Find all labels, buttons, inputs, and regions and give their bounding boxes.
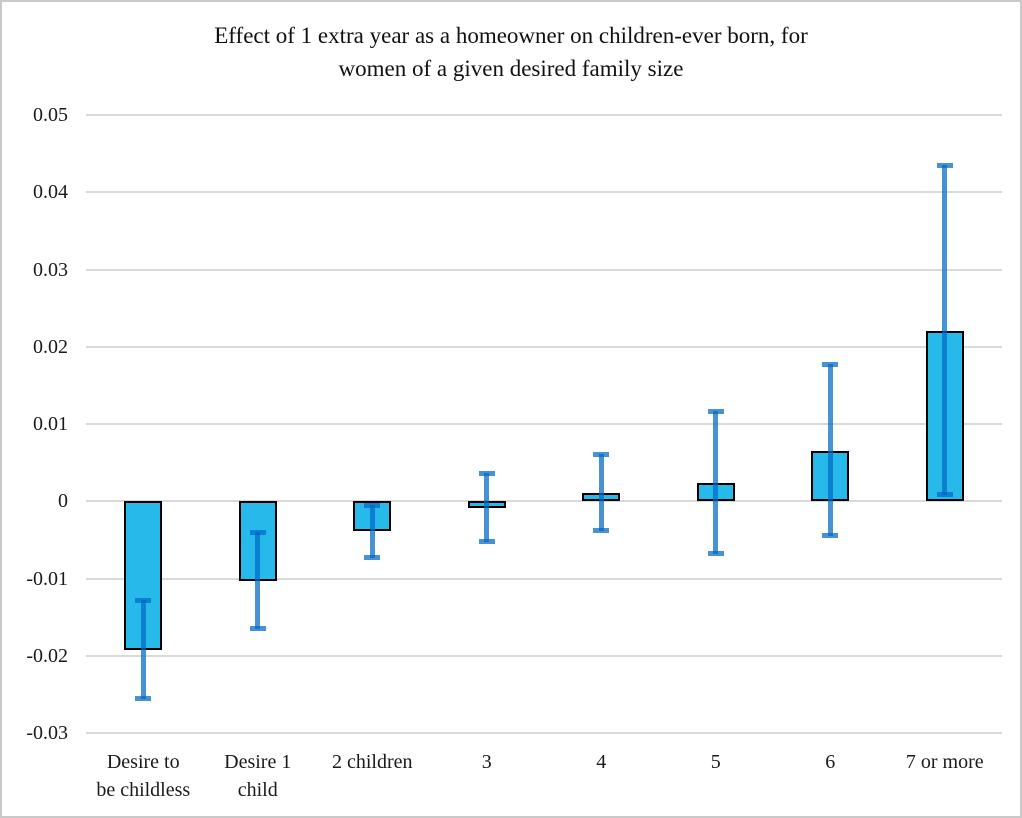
y-tick-label: -0.02 — [26, 644, 68, 667]
error-bar-bottom-cap — [822, 533, 839, 538]
x-axis-label: Desire 1 child — [224, 751, 292, 801]
error-bar — [942, 165, 948, 496]
error-bar-top-cap — [478, 470, 495, 476]
error-bar-top-cap — [135, 598, 152, 604]
x-axis-label: 6 — [825, 751, 836, 773]
gridline — [86, 191, 1002, 194]
chart-title: Effect of 1 extra year as a homeowner on… — [2, 19, 1020, 85]
error-bar-bottom-cap — [707, 550, 724, 556]
gridline — [86, 268, 1002, 271]
x-axis-label: 7 or more — [905, 751, 984, 773]
error-bar-bottom-cap — [593, 527, 610, 533]
error-bar-top-cap — [249, 530, 266, 536]
y-tick-label: -0.03 — [26, 722, 68, 744]
error-bar-bottom-cap — [936, 492, 953, 498]
error-bar — [140, 600, 146, 699]
error-bar-top-cap — [936, 163, 953, 169]
x-axis-label: 5 — [710, 751, 721, 773]
error-bar — [598, 454, 604, 531]
y-tick-label: 0 — [58, 490, 68, 513]
error-bar — [713, 410, 719, 554]
y-tick-label: 0.01 — [33, 413, 68, 435]
error-bar-top-cap — [707, 408, 724, 414]
error-bar-bottom-cap — [135, 696, 152, 701]
error-bar-top-cap — [364, 503, 381, 509]
y-tick-label: 0.04 — [33, 181, 68, 204]
y-tick-label: 0.02 — [33, 335, 68, 358]
y-tick-label: -0.01 — [26, 567, 68, 590]
x-axis-label: 2 children — [331, 751, 413, 773]
chart-title-line2: women of a given desired family size — [338, 56, 684, 81]
gridline — [86, 577, 1002, 580]
error-bar-top-cap — [822, 361, 839, 367]
gridline — [86, 500, 1002, 503]
error-bar — [827, 363, 833, 536]
error-bar — [369, 505, 375, 558]
x-axis-label: Desire to be childless — [96, 751, 191, 801]
error-bar — [484, 472, 490, 543]
y-tick-label: 0.03 — [33, 258, 68, 281]
gridline — [86, 423, 1002, 425]
error-bar-top-cap — [593, 452, 610, 458]
gridline — [86, 732, 1002, 734]
error-bar-bottom-cap — [364, 554, 381, 560]
y-tick-label: 0.05 — [33, 104, 68, 126]
x-axis-label: 4 — [596, 751, 607, 773]
gridline — [86, 114, 1002, 116]
gridline — [86, 345, 1002, 348]
gridline — [86, 654, 1002, 657]
error-bar-bottom-cap — [478, 539, 495, 545]
x-axis-label: 3 — [481, 751, 492, 773]
chart-title-line1: Effect of 1 extra year as a homeowner on… — [214, 23, 808, 48]
error-bar-bottom-cap — [249, 625, 266, 631]
error-bar — [255, 532, 261, 629]
